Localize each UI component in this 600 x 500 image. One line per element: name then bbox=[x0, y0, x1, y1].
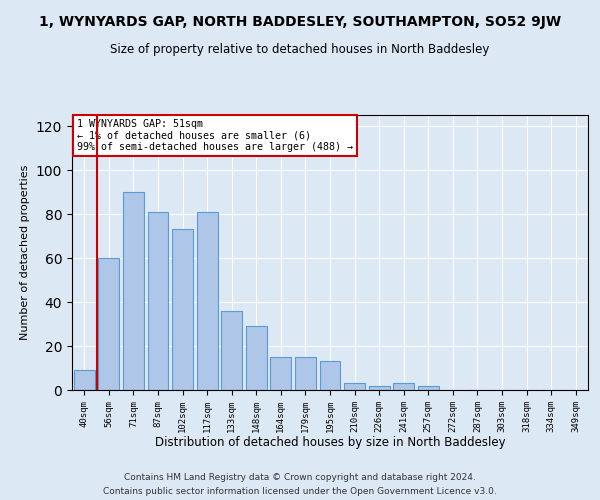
Bar bbox=[197, 212, 218, 390]
Bar bbox=[295, 357, 316, 390]
Bar bbox=[123, 192, 144, 390]
Bar bbox=[320, 362, 340, 390]
Y-axis label: Number of detached properties: Number of detached properties bbox=[20, 165, 31, 340]
Bar bbox=[246, 326, 267, 390]
Text: Contains HM Land Registry data © Crown copyright and database right 2024.: Contains HM Land Registry data © Crown c… bbox=[124, 473, 476, 482]
Text: Contains public sector information licensed under the Open Government Licence v3: Contains public sector information licen… bbox=[103, 486, 497, 496]
Bar bbox=[148, 212, 169, 390]
Text: 1 WYNYARDS GAP: 51sqm
← 1% of detached houses are smaller (6)
99% of semi-detach: 1 WYNYARDS GAP: 51sqm ← 1% of detached h… bbox=[77, 119, 353, 152]
Bar bbox=[98, 258, 119, 390]
Bar bbox=[271, 357, 292, 390]
Bar bbox=[172, 230, 193, 390]
Text: 1, WYNYARDS GAP, NORTH BADDESLEY, SOUTHAMPTON, SO52 9JW: 1, WYNYARDS GAP, NORTH BADDESLEY, SOUTHA… bbox=[39, 15, 561, 29]
Text: Size of property relative to detached houses in North Baddesley: Size of property relative to detached ho… bbox=[110, 42, 490, 56]
Bar bbox=[418, 386, 439, 390]
Bar bbox=[344, 384, 365, 390]
Text: Distribution of detached houses by size in North Baddesley: Distribution of detached houses by size … bbox=[155, 436, 505, 449]
Bar bbox=[221, 311, 242, 390]
Bar bbox=[74, 370, 95, 390]
Bar bbox=[368, 386, 389, 390]
Bar bbox=[393, 384, 414, 390]
